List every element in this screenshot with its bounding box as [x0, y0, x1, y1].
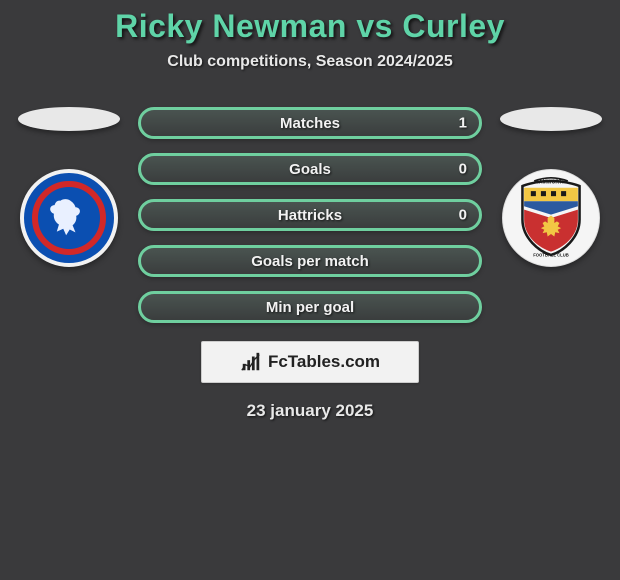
- player-oval-right: [500, 107, 602, 131]
- stat-bar-matches: Matches 1: [138, 107, 482, 139]
- infographic-root: Ricky Newman vs Curley Club competitions…: [0, 0, 620, 421]
- stat-label: Min per goal: [266, 299, 354, 316]
- stat-label: Hattricks: [278, 207, 342, 224]
- left-column: [18, 107, 120, 267]
- stat-value-right: 1: [459, 115, 467, 132]
- page-title: Ricky Newman vs Curley: [0, 8, 620, 45]
- stat-label: Goals per match: [251, 253, 369, 270]
- crest-top-text: TAMWORTH: [536, 180, 566, 186]
- brand-text: FcTables.com: [268, 352, 380, 372]
- shield-icon: TAMWORTH FOOTBALL CLUB: [509, 176, 593, 260]
- stat-label: Matches: [280, 115, 340, 132]
- stat-value-right: 0: [459, 207, 467, 224]
- stat-value-right: 0: [459, 161, 467, 178]
- lion-icon: [46, 195, 92, 241]
- date-line: 23 january 2025: [0, 401, 620, 421]
- right-column: TAMWORTH FOOTBALL CLUB: [500, 107, 602, 267]
- stat-bar-hattricks: Hattricks 0: [138, 199, 482, 231]
- team-crest-right: TAMWORTH FOOTBALL CLUB: [502, 169, 600, 267]
- stats-column: Matches 1 Goals 0 Hattricks 0 Goals per …: [138, 107, 482, 323]
- bar-chart-icon: [240, 351, 262, 373]
- brand-box[interactable]: FcTables.com: [201, 341, 419, 383]
- main-row: Matches 1 Goals 0 Hattricks 0 Goals per …: [0, 107, 620, 323]
- team-crest-left: [20, 169, 118, 267]
- subtitle: Club competitions, Season 2024/2025: [0, 53, 620, 71]
- stat-label: Goals: [289, 161, 331, 178]
- stat-bar-goals-per-match: Goals per match: [138, 245, 482, 277]
- stat-bar-goals: Goals 0: [138, 153, 482, 185]
- stat-bar-min-per-goal: Min per goal: [138, 291, 482, 323]
- player-oval-left: [18, 107, 120, 131]
- crest-bottom-text: FOOTBALL CLUB: [533, 253, 569, 258]
